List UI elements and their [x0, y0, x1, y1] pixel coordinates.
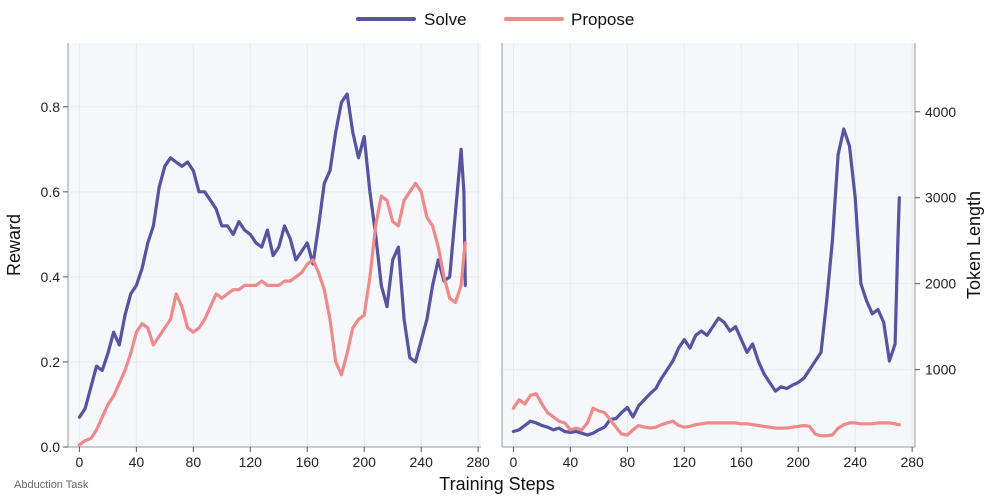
token-y-tick-label: 1000 — [925, 362, 956, 378]
task-footnote: Abduction Task — [14, 479, 89, 491]
reward-x-ticks: 0 40 80 120 160 200 240 280 — [75, 447, 490, 470]
reward-series — [77, 92, 467, 447]
reward-x-tick-label: 40 — [129, 454, 145, 470]
reward-plot-area — [68, 43, 481, 447]
reward-y-tick-label: 0.8 — [41, 99, 61, 115]
token-y-ticks: 1000 2000 3000 4000 — [915, 104, 956, 378]
token-series — [511, 127, 901, 438]
x-axis-title: Training Steps — [439, 474, 554, 494]
reward-panel: 0 40 80 120 160 200 240 280 0.0 0.2 0.4 0.6 0.8 Rew… — [4, 43, 490, 470]
token-x-tick-label: 280 — [900, 454, 924, 470]
token-plot-area — [502, 43, 915, 447]
reward-y-tick-label: 0.4 — [41, 269, 61, 285]
token-solve-line — [511, 127, 901, 437]
token-x-tick-label: 0 — [509, 454, 517, 470]
reward-x-tick-label: 240 — [410, 454, 434, 470]
token-x-tick-label: 160 — [730, 454, 754, 470]
reward-y-tick-label: 0.0 — [41, 439, 61, 455]
reward-y-tick-label: 0.2 — [41, 354, 61, 370]
legend-solve-label: Solve — [424, 10, 467, 29]
token-x-tick-label: 80 — [620, 454, 636, 470]
token-y-tick-label: 2000 — [925, 276, 956, 292]
reward-y-tick-label: 0.6 — [41, 184, 61, 200]
reward-x-tick-label: 160 — [296, 454, 320, 470]
token-y-tick-label: 4000 — [925, 104, 956, 120]
reward-y-axis-title: Reward — [4, 214, 24, 276]
token-length-panel: 0 40 80 120 160 200 240 280 1000 2000 3000 4000 To… — [501, 43, 984, 470]
token-y-tick-label: 3000 — [925, 190, 956, 206]
reward-y-ticks: 0.0 0.2 0.4 0.6 0.8 — [41, 99, 68, 455]
token-x-tick-label: 40 — [563, 454, 579, 470]
token-x-tick-label: 120 — [673, 454, 697, 470]
reward-propose-line — [77, 181, 467, 447]
token-y-axis-title: Token Length — [964, 191, 984, 299]
token-x-tick-label: 240 — [844, 454, 868, 470]
reward-x-tick-label: 120 — [239, 454, 263, 470]
token-x-ticks: 0 40 80 120 160 200 240 280 — [509, 447, 924, 470]
token-grid — [502, 43, 915, 447]
legend: Solve Propose — [356, 10, 634, 29]
reward-x-tick-label: 80 — [186, 454, 202, 470]
reward-x-tick-label: 280 — [466, 454, 490, 470]
reward-x-tick-label: 0 — [75, 454, 83, 470]
legend-propose-label: Propose — [571, 10, 634, 29]
reward-solve-line — [77, 92, 467, 419]
reward-x-tick-label: 200 — [353, 454, 377, 470]
token-propose-line — [511, 392, 901, 438]
token-x-tick-label: 200 — [787, 454, 811, 470]
